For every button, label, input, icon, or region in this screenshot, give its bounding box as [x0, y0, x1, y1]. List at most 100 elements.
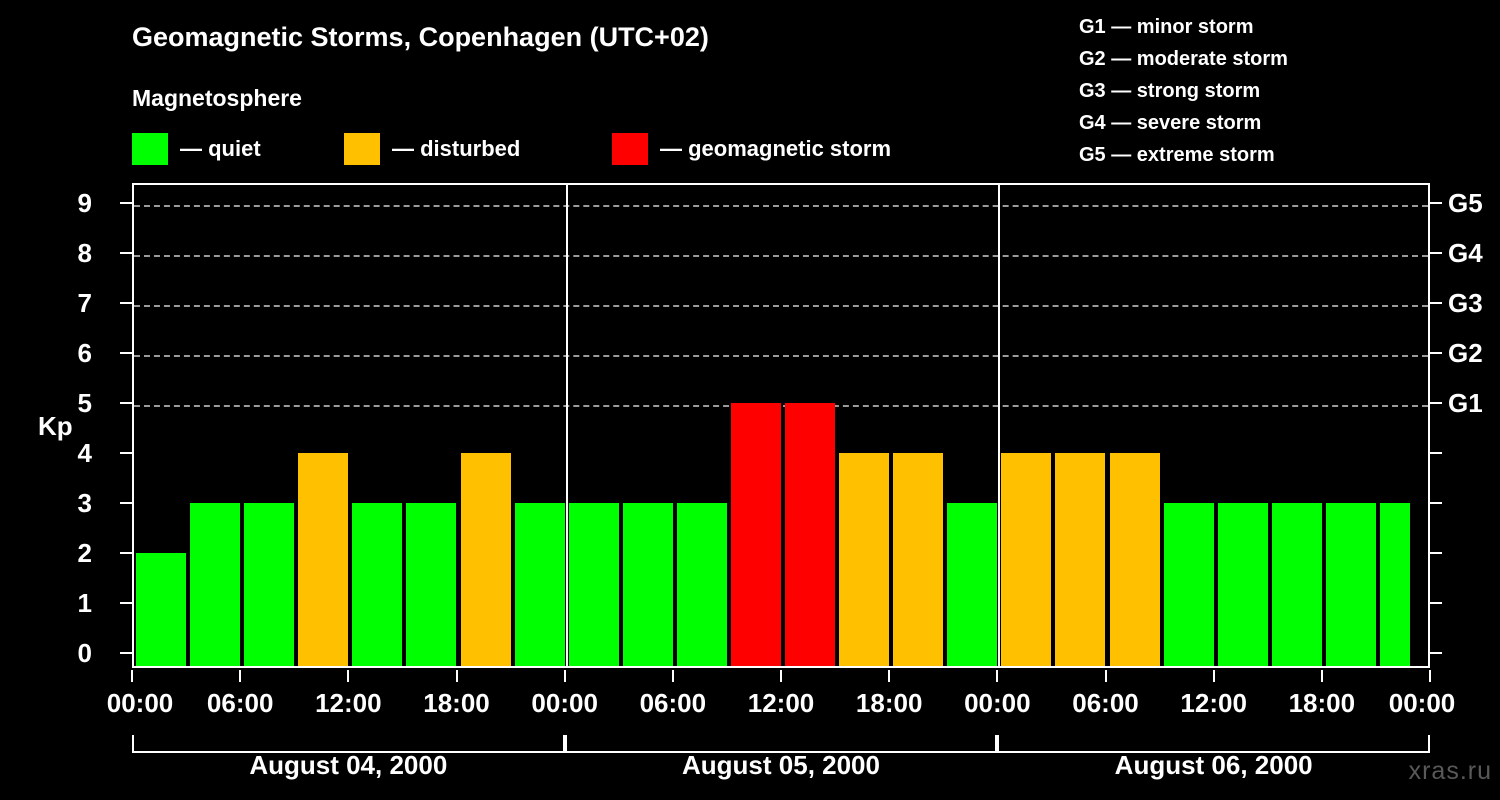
bar-kp[interactable] — [676, 503, 727, 666]
y-tick-label: 3 — [77, 488, 92, 518]
bar-kp[interactable] — [1163, 503, 1214, 666]
y-tick-label: 7 — [77, 288, 92, 318]
x-tick-8 — [996, 670, 999, 682]
y-tick-label: 5 — [77, 388, 92, 418]
y-tick-8 — [120, 252, 132, 254]
plot-inner — [134, 185, 1428, 666]
bar-kp[interactable] — [1109, 453, 1160, 666]
x-tick-0 — [131, 670, 133, 682]
y-tick-0 — [120, 652, 132, 654]
g-axis-tick-kp-5 — [1430, 402, 1442, 404]
bar-kp[interactable] — [514, 503, 565, 666]
legend-item-1: — disturbed — [344, 133, 520, 165]
date-label: August 06, 2000 — [1114, 750, 1313, 780]
g-legend-row-2: G2 — moderate storm — [1079, 48, 1288, 70]
red-square-swatch — [612, 133, 648, 165]
legend-item-label: — disturbed — [392, 136, 521, 161]
g-legend-row-3: G3 — strong storm — [1079, 80, 1261, 102]
bar-kp[interactable] — [1379, 503, 1410, 666]
y-tick-label: 0 — [77, 638, 92, 668]
bar-kp[interactable] — [622, 503, 673, 666]
bar-kp[interactable] — [460, 453, 511, 666]
x-tick-label: 00:00 — [106, 688, 174, 718]
y-tick-4 — [120, 452, 132, 454]
gridline-kp-7 — [134, 305, 1428, 307]
x-tick-label: 06:00 — [206, 688, 274, 718]
bar-kp[interactable] — [893, 453, 944, 666]
bar-kp[interactable] — [785, 403, 836, 666]
x-tick-12 — [1429, 670, 1431, 682]
x-tick-label: 06:00 — [1072, 688, 1139, 718]
bar-kp[interactable] — [568, 503, 619, 666]
x-tick-11 — [1320, 670, 1323, 682]
bar-kp[interactable] — [839, 453, 890, 666]
page-title: Geomagnetic Storms, Copenhagen (UTC+02) — [132, 22, 709, 52]
gridline-kp-9 — [134, 205, 1428, 207]
x-tick-6 — [780, 670, 782, 682]
date-bracket-3 — [997, 735, 1430, 753]
x-tick-5 — [671, 670, 674, 682]
bar-kp[interactable] — [1325, 503, 1376, 666]
g-axis-tick-kp-6 — [1430, 352, 1442, 354]
y-tick-label: 8 — [77, 238, 92, 268]
date-bracket-1 — [132, 735, 565, 753]
x-tick-9 — [1104, 670, 1107, 682]
date-label: August 04, 2000 — [249, 750, 448, 780]
legend-item-0: — quiet — [132, 133, 261, 165]
chart-subtitle: Magnetosphere — [132, 85, 302, 111]
x-tick-7 — [888, 670, 891, 682]
watermark: xras.ru — [1408, 757, 1492, 785]
g-scale-legend: G1 — minor storm G2 — moderate storm G3 — … — [1079, 11, 1288, 171]
y-tick-5 — [120, 402, 132, 404]
bar-kp[interactable] — [1271, 503, 1322, 666]
gridline-kp-5 — [134, 405, 1428, 407]
y-tick-label: 4 — [77, 438, 92, 468]
x-tick-label: 00:00 — [1388, 688, 1456, 718]
bar-kp[interactable] — [1217, 503, 1268, 666]
y-axis-title: Kp — [38, 411, 73, 441]
x-tick-4 — [563, 670, 566, 682]
y-tick-label: 9 — [77, 188, 92, 218]
x-tick-1 — [239, 670, 242, 682]
bar-kp[interactable] — [136, 553, 187, 666]
plot-area — [132, 183, 1430, 668]
x-tick-label: 12:00 — [315, 688, 382, 718]
day-separator-2 — [998, 185, 1001, 666]
bar-kp[interactable] — [298, 453, 349, 666]
bar-kp[interactable] — [730, 403, 781, 666]
orange-square-swatch — [344, 133, 380, 165]
g-axis-tick-kp-9 — [1430, 202, 1442, 204]
bar-kp[interactable] — [244, 503, 295, 666]
y-tick-1 — [120, 602, 132, 604]
g-axis-tick-kp-1 — [1430, 602, 1442, 604]
x-tick-10 — [1212, 670, 1215, 682]
g-axis-label-G1: G1 — [1448, 388, 1483, 418]
g-axis-tick-kp-3 — [1430, 502, 1442, 504]
bar-kp[interactable] — [352, 503, 403, 666]
x-tick-label: 18:00 — [1288, 688, 1356, 718]
x-tick-label: 00:00 — [964, 688, 1031, 718]
legend-item-label: — geomagnetic storm — [660, 136, 892, 161]
green-square-swatch — [132, 133, 168, 165]
bar-kp[interactable] — [1001, 453, 1052, 666]
bar-kp[interactable] — [190, 503, 241, 666]
x-tick-label: 00:00 — [531, 688, 598, 718]
g-axis-tick-kp-8 — [1430, 252, 1442, 254]
g-axis-label-G4: G4 — [1448, 238, 1483, 268]
day-separator-1 — [565, 185, 568, 666]
gridline-kp-6 — [134, 355, 1428, 357]
gridline-kp-8 — [134, 255, 1428, 257]
date-bracket-2 — [564, 735, 998, 753]
y-tick-label: 1 — [77, 588, 92, 618]
legend-item-2: — geomagnetic storm — [612, 133, 891, 165]
bar-kp[interactable] — [1055, 453, 1106, 666]
y-tick-9 — [120, 202, 132, 204]
g-axis-label-G2: G2 — [1448, 338, 1483, 368]
bar-kp[interactable] — [947, 503, 998, 666]
g-axis-tick-kp-7 — [1430, 302, 1442, 304]
y-tick-label: 2 — [77, 538, 92, 568]
bar-kp[interactable] — [406, 503, 457, 666]
x-tick-2 — [347, 670, 350, 682]
y-tick-7 — [120, 302, 132, 304]
